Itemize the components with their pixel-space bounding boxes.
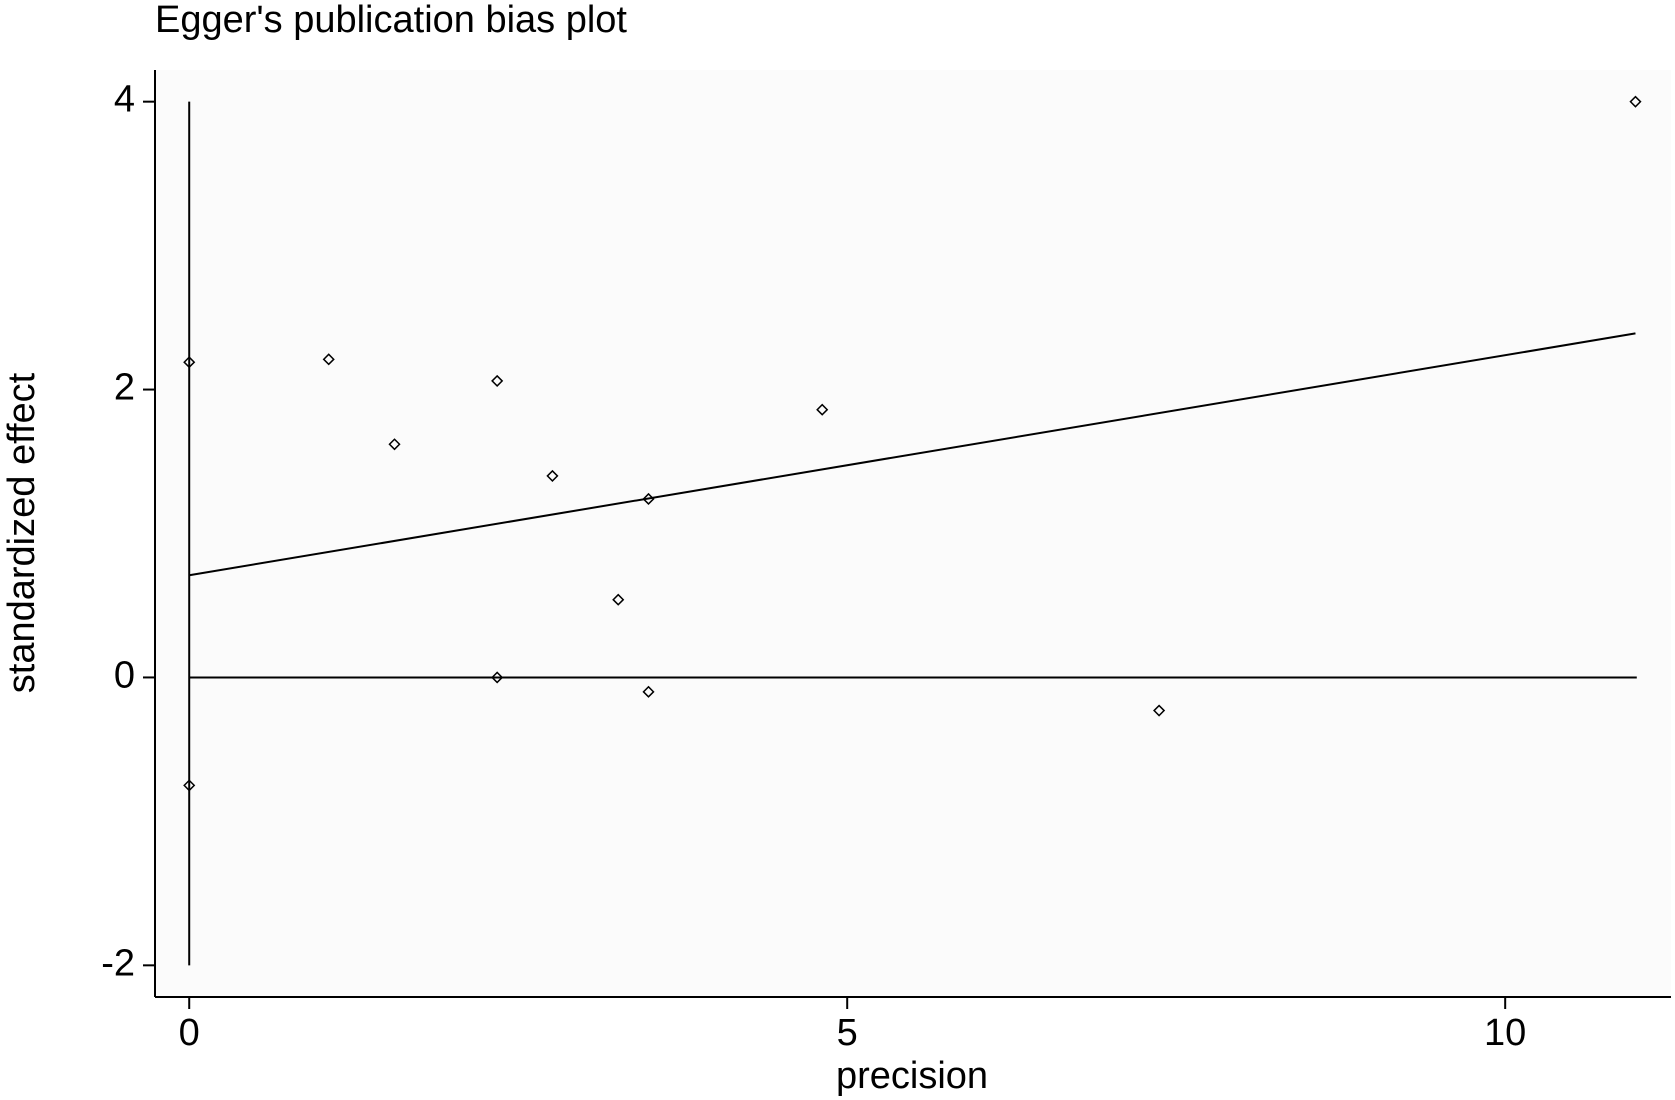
x-tick-label: 0	[179, 1012, 200, 1054]
point	[183, 779, 196, 792]
point	[1629, 95, 1642, 108]
point	[546, 469, 559, 482]
plot-area	[155, 70, 1671, 997]
y-tick-label: 4	[114, 79, 135, 121]
y-axis-label: standardized effect	[1, 372, 43, 693]
point	[1153, 704, 1166, 717]
point	[612, 593, 625, 606]
point	[491, 374, 504, 387]
chart-title: Egger's publication bias plot	[155, 0, 627, 41]
x-axis-label: precision	[836, 1055, 988, 1097]
point	[642, 492, 655, 506]
y-tick-label: -2	[101, 942, 135, 984]
point	[183, 356, 196, 369]
x-tick-label: 10	[1484, 1012, 1526, 1054]
point	[388, 438, 401, 451]
line	[189, 332, 1636, 577]
x-tick-label: 5	[837, 1012, 858, 1054]
point	[642, 685, 655, 698]
y-tick-label: 2	[114, 367, 135, 409]
point	[491, 671, 504, 684]
y-tick-label: 0	[114, 654, 135, 696]
point	[816, 403, 829, 416]
point	[322, 353, 335, 366]
